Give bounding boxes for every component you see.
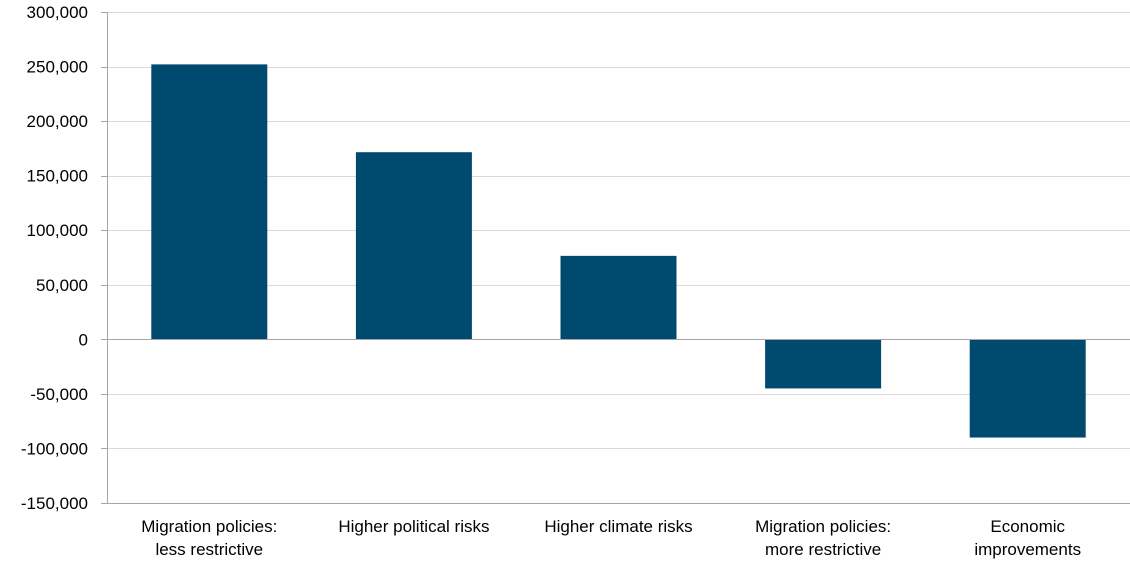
y-tick-label: 200,000: [27, 112, 88, 131]
y-tick-label: 150,000: [27, 167, 88, 186]
bar: [765, 339, 882, 389]
y-tick-label: -150,000: [21, 494, 88, 513]
bar: [151, 64, 268, 340]
x-category-label: Higher political risks: [338, 517, 489, 536]
x-category-label-line: Higher political risks: [338, 517, 489, 536]
x-category-label: Migration policies: more restrictive: [755, 517, 891, 559]
x-category-label: Economic improvements: [974, 517, 1081, 559]
x-category-label-line: Migration policies:: [755, 517, 891, 536]
y-tick-label: 0: [79, 330, 88, 349]
y-tick-labels: 300,000 250,000 200,000 150,000 100,000 50,00…: [21, 3, 88, 513]
y-tick-label: 100,000: [27, 221, 88, 240]
x-category-label-line: more restrictive: [765, 540, 881, 559]
bar: [355, 152, 472, 340]
x-category-label-line: Higher climate risks: [544, 517, 692, 536]
x-category-labels: Migration policies: less restrictive Highe…: [141, 517, 1081, 559]
bar: [969, 339, 1086, 438]
axes: [101, 12, 1130, 504]
y-tick-label: -100,000: [21, 439, 88, 458]
x-category-label: Higher climate risks: [544, 517, 692, 536]
x-category-label-line: less restrictive: [155, 540, 263, 559]
y-tick-label: 50,000: [36, 276, 88, 295]
bar: [560, 255, 677, 340]
y-tick-label: 250,000: [27, 58, 88, 77]
x-category-label-line: Migration policies:: [141, 517, 277, 536]
y-tick-label: -50,000: [30, 385, 88, 404]
bars: [151, 64, 1086, 438]
x-category-label-line: Economic: [990, 517, 1065, 536]
y-tick-label: 300,000: [27, 3, 88, 22]
x-category-label: Migration policies: less restrictive: [141, 517, 277, 559]
x-category-label-line: improvements: [974, 540, 1081, 559]
